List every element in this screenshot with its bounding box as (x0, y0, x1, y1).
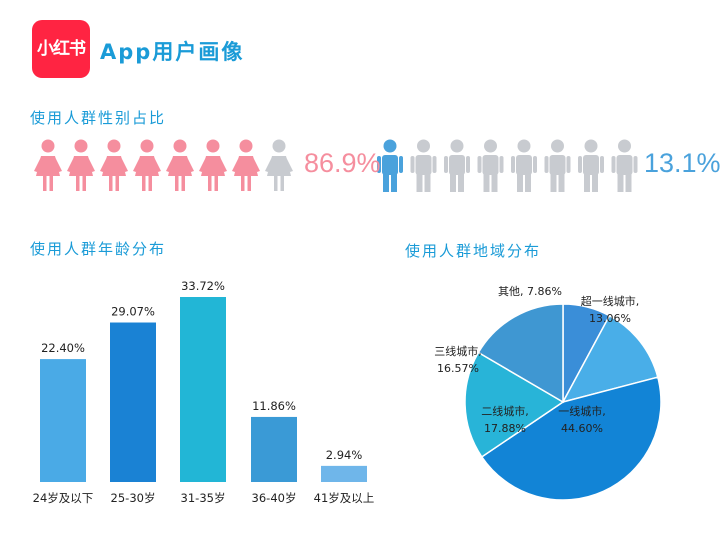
female-person-icon (166, 139, 194, 191)
age-bar-value-label: 29.07% (111, 305, 155, 319)
age-category-label: 41岁及以上 (314, 491, 375, 505)
male-person-icon (444, 139, 470, 192)
female-person-icon (133, 139, 161, 191)
age-chart-title: 使用人群年龄分布 (30, 240, 167, 258)
age-bar (321, 465, 367, 482)
region-slice-label: 二线城市, 17.88% (481, 404, 529, 435)
age-bar (180, 297, 226, 482)
male-person-icon (377, 139, 403, 192)
region-pie-slice (561, 314, 659, 404)
male-person-icon (511, 139, 537, 192)
female-person-icon (232, 139, 260, 191)
region-slice-label: 一线城市, 44.60% (558, 404, 606, 435)
age-bar-value-label: 22.40% (41, 341, 85, 355)
age-bar-value-label: 33.72% (181, 279, 225, 293)
age-category-label: 24岁及以下 (33, 491, 94, 505)
male-person-icon (410, 139, 437, 192)
app-logo: 小红书 (32, 20, 90, 78)
age-bar (40, 359, 86, 482)
male-person-icon (578, 139, 604, 192)
female-person-icon (199, 139, 227, 191)
gender-section-title: 使用人群性别占比 (30, 109, 167, 127)
female-person-icon (34, 139, 62, 191)
region-chart-title: 使用人群地域分布 (405, 242, 542, 260)
age-category-label: 25-30岁 (111, 491, 156, 505)
female-person-icon (100, 139, 128, 191)
age-bar (251, 416, 297, 482)
region-slice-label: 三线城市, 16.57% (434, 344, 482, 375)
region-slice-label: 超一线城市, 13.06% (581, 294, 640, 325)
female-percentage: 86.9% (304, 148, 381, 178)
age-bar-chart: 22.40% 24岁及以下 29.07% 25-30岁 33.72% 31-35岁 11.8… (33, 279, 375, 505)
age-bar-value-label: 11.86% (252, 399, 296, 413)
male-person-icon (611, 139, 638, 192)
female-person-icon (67, 139, 95, 191)
male-percentage: 13.1% (644, 148, 720, 178)
page-title: App用户画像 (100, 40, 245, 64)
age-bar-value-label: 2.94% (326, 448, 363, 462)
male-person-icon (544, 139, 571, 192)
age-category-label: 36-40岁 (252, 491, 297, 505)
region-pie-chart: 其他, 7.86% 超一线城市, 13.06% 一线城市, 44.60% 二线城市, 17.… (434, 285, 662, 501)
gender-icon-rows (34, 139, 638, 192)
male-person-icon (477, 139, 504, 192)
female-person-icon (265, 139, 293, 191)
region-slice-label: 其他, 7.86% (498, 285, 562, 298)
region-pie-slice (477, 303, 564, 404)
age-category-label: 31-35岁 (181, 491, 226, 505)
age-bar (110, 322, 156, 482)
region-pie-slice (480, 376, 662, 501)
region-pie-slice (464, 351, 565, 458)
